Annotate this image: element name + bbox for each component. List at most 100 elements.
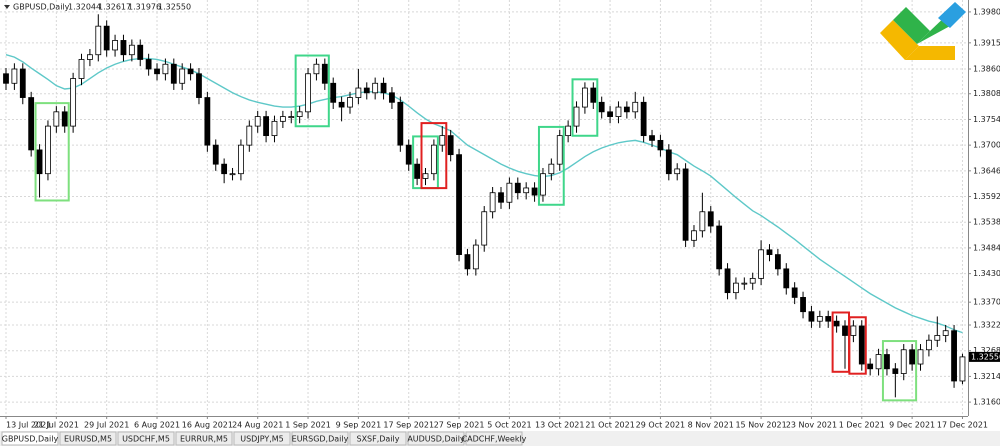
menu-arrow[interactable]: [4, 5, 10, 9]
tab[interactable]: [465, 431, 523, 446]
x-tick-label: 17 Sep 2021: [383, 421, 434, 430]
candle-body-up: [565, 125, 572, 137]
tab[interactable]: [233, 431, 291, 446]
candle-body-down: [590, 87, 597, 103]
y-tick-label: 1.33220: [973, 321, 1000, 330]
candle-body-down: [330, 82, 337, 103]
candle-body-down: [707, 211, 714, 227]
tab-label[interactable]: AUDUSD,Daily: [407, 435, 465, 444]
candle-body-down: [607, 111, 613, 117]
candle-body-up: [271, 120, 278, 137]
candle-body-up: [305, 73, 311, 113]
tab-label[interactable]: EURSGD,Daily: [292, 435, 349, 444]
candle-body-down: [28, 97, 35, 151]
candle-body-up: [875, 354, 882, 370]
candle-body-up: [229, 173, 236, 176]
ohlc-value: 1.32044: [68, 3, 101, 12]
y-tick-label: 1.35920: [973, 192, 1000, 201]
tab[interactable]: [59, 431, 117, 446]
candle-body-down: [774, 254, 781, 270]
candle-body-down: [103, 25, 110, 51]
tab-label[interactable]: EURRUR,M5: [180, 435, 228, 444]
candle-body-down: [833, 320, 840, 327]
candle-body-up: [699, 211, 706, 232]
candle-body-up: [254, 116, 261, 127]
tab[interactable]: [175, 431, 233, 446]
candle-body-up: [523, 187, 530, 194]
candle-body-down: [363, 87, 370, 94]
candle-body-up: [87, 54, 93, 60]
x-tick-label: 21 Oct 2021: [585, 421, 634, 430]
y-tick-label: 1.31600: [973, 398, 1000, 407]
tab-label[interactable]: USDJPY,M5: [240, 435, 284, 444]
candle-body-down: [640, 101, 647, 137]
x-tick-label: 16 Aug 2021: [182, 421, 233, 430]
pattern-box: [294, 54, 330, 128]
candle-body-up: [238, 144, 244, 175]
candle-body-up: [45, 125, 51, 175]
candle-body-up: [128, 44, 135, 56]
candle-body-down: [187, 68, 194, 75]
candle-body-down: [36, 149, 43, 175]
candle-body-down: [682, 168, 689, 241]
candle-body-up: [691, 230, 697, 241]
candle-body-down: [321, 63, 328, 84]
candle-body-up: [472, 244, 479, 270]
tab-label[interactable]: CADCHF,Weekly: [462, 435, 527, 444]
candle-body-down: [716, 225, 723, 270]
tab[interactable]: [407, 431, 465, 446]
candle-body-up: [900, 349, 907, 374]
candle-body-down: [120, 40, 127, 56]
candle-body-up: [926, 339, 932, 351]
x-tick-label: 1 Sep 2021: [285, 421, 331, 430]
candle-body-up: [53, 111, 60, 127]
candle-body-up: [506, 182, 513, 203]
x-tick-label: 13 Oct 2021: [535, 421, 584, 430]
tab[interactable]: [291, 431, 349, 446]
candle-body-down: [221, 163, 228, 175]
x-tick-label: 21 Jul 2021: [34, 421, 79, 430]
x-tick-label: 15 Nov 2021: [735, 421, 786, 430]
pattern-box: [881, 340, 918, 402]
x-tick-label: 29 Jul 2021: [84, 421, 129, 430]
ohlc-value: 1.32617: [98, 3, 131, 12]
candle-body-up: [758, 249, 764, 279]
candle-body-down: [154, 68, 160, 75]
candle-body-down: [791, 287, 798, 298]
tab-label[interactable]: SXSF,Daily: [356, 435, 399, 444]
candle-body-down: [196, 73, 202, 98]
candle-body-down: [204, 97, 211, 146]
candle-body-down: [380, 82, 387, 94]
candle-body-up: [850, 325, 857, 336]
tab-label[interactable]: USDCHF,M5: [122, 435, 170, 444]
tab-label[interactable]: EURUSD,M5: [64, 435, 112, 444]
tab-label[interactable]: GBPUSD,Daily: [2, 435, 59, 444]
x-tick-label: 8 Nov 2021: [688, 421, 734, 430]
candle-body-up: [959, 356, 966, 382]
candle-body-up: [288, 116, 295, 118]
candle-body-down: [447, 135, 454, 156]
x-tick-label: 9 Sep 2021: [336, 421, 382, 430]
candle-body-down: [414, 163, 421, 179]
candle-body-down: [137, 44, 144, 60]
candle-body-down: [808, 311, 815, 322]
x-tick-label: 17 Dec 2021: [937, 421, 988, 430]
pattern-box: [537, 125, 565, 206]
candle-body-up: [347, 97, 353, 108]
candle-body-up: [11, 68, 18, 84]
candle-body-down: [892, 368, 899, 374]
candle-body-up: [556, 135, 563, 165]
logo-green: [893, 7, 930, 44]
x-tick-label: 5 Oct 2021: [487, 421, 531, 430]
y-tick-label: 1.37540: [973, 115, 1000, 124]
tab[interactable]: [117, 431, 175, 446]
candle-body-down: [867, 363, 874, 370]
ohlc-value: 1.32550: [158, 3, 191, 12]
candle-body-up: [355, 87, 362, 98]
candle-body-down: [623, 106, 630, 113]
candle-body-up: [95, 25, 102, 56]
tab-bar: GBPUSD,Daily EURUSD,M5 USDCHF,M5 EURRUR,M5 U…: [0, 431, 1000, 446]
tab[interactable]: [349, 431, 407, 446]
logo: [880, 2, 966, 60]
tab[interactable]: [1, 431, 59, 446]
